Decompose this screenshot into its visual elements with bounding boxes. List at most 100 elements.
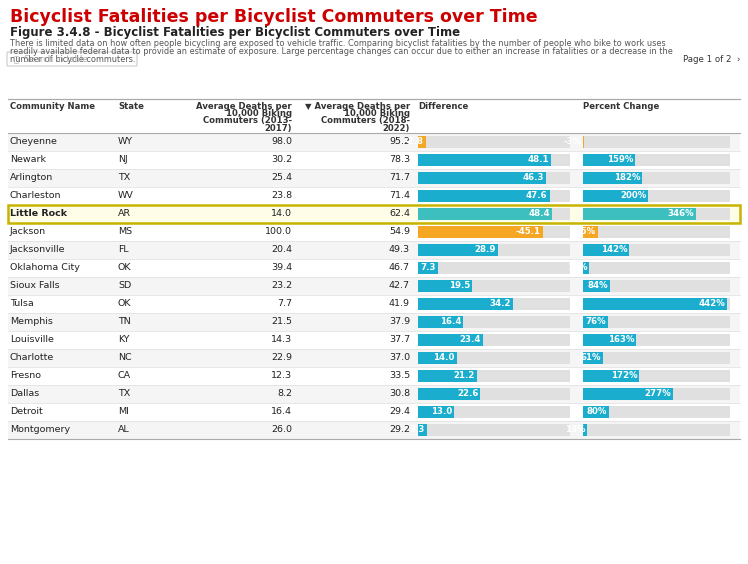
Text: FL: FL — [118, 245, 129, 254]
Text: Jackson: Jackson — [10, 227, 46, 236]
Text: 48.1: 48.1 — [527, 156, 549, 165]
Text: 2022): 2022) — [383, 124, 410, 133]
Text: readily available federal data to provide an estimate of exposure. Large percent: readily available federal data to provid… — [10, 47, 672, 56]
Text: -45%: -45% — [571, 227, 595, 236]
Text: 84%: 84% — [588, 281, 608, 290]
Text: 46.3: 46.3 — [522, 174, 544, 183]
Text: Commuters (2018-: Commuters (2018- — [321, 116, 410, 125]
Text: 48.4: 48.4 — [528, 209, 550, 218]
Text: 7.3: 7.3 — [420, 263, 436, 272]
Text: 47.6: 47.6 — [526, 192, 548, 200]
Text: 49.3: 49.3 — [389, 245, 410, 254]
Text: 20.4: 20.4 — [271, 245, 292, 254]
Text: 2017): 2017) — [265, 124, 292, 133]
Bar — [583, 191, 730, 201]
Text: Community Name: Community Name — [10, 102, 95, 111]
Text: OK: OK — [118, 299, 132, 309]
Bar — [583, 316, 730, 328]
Text: 19%: 19% — [567, 263, 587, 272]
Bar — [418, 244, 570, 255]
Bar — [8, 295, 740, 313]
Text: Newark: Newark — [10, 156, 46, 165]
Text: MS: MS — [118, 227, 132, 236]
Bar — [8, 169, 740, 187]
Bar — [583, 425, 587, 435]
Text: 33.5: 33.5 — [389, 372, 410, 381]
Text: NC: NC — [118, 354, 132, 363]
Bar — [8, 385, 740, 403]
Bar — [583, 280, 730, 292]
Text: -3%: -3% — [564, 138, 582, 147]
Text: Cheyenne: Cheyenne — [10, 138, 58, 147]
Bar — [418, 136, 570, 148]
Text: 21.5: 21.5 — [271, 318, 292, 327]
Bar — [583, 262, 589, 274]
Text: Bicyclist Fatalities per Bicyclist Commuters over Time: Bicyclist Fatalities per Bicyclist Commu… — [10, 8, 538, 26]
Text: 13%: 13% — [565, 425, 585, 434]
Text: ▼ Average Deaths per: ▼ Average Deaths per — [305, 102, 410, 111]
Text: 14.0: 14.0 — [433, 354, 455, 363]
Text: Oklahoma City: Oklahoma City — [10, 263, 80, 272]
Text: 76%: 76% — [585, 318, 606, 327]
Text: 29.2: 29.2 — [389, 425, 410, 434]
Text: 22.9: 22.9 — [271, 354, 292, 363]
Text: TX: TX — [118, 390, 130, 399]
Bar — [583, 352, 603, 364]
Bar — [583, 371, 640, 382]
Text: 62.4: 62.4 — [389, 209, 410, 218]
Text: 13.0: 13.0 — [431, 408, 452, 416]
Bar — [418, 371, 476, 382]
Text: Charlotte: Charlotte — [10, 354, 55, 363]
Bar — [418, 334, 482, 346]
Text: Percent Change: Percent Change — [583, 102, 659, 111]
Bar — [583, 136, 584, 148]
Bar — [8, 331, 740, 349]
Text: Figure 3.4.8 - Bicyclist Fatalities per Bicyclist Commuters over Time: Figure 3.4.8 - Bicyclist Fatalities per … — [10, 26, 460, 39]
Text: 10,000 Biking: 10,000 Biking — [344, 109, 410, 118]
Bar — [583, 244, 730, 255]
Bar — [418, 191, 550, 201]
Text: 37.9: 37.9 — [389, 318, 410, 327]
Text: 442%: 442% — [699, 299, 726, 309]
Text: CA: CA — [118, 372, 131, 381]
Bar — [583, 371, 730, 382]
Text: 3.3: 3.3 — [410, 425, 425, 434]
Bar — [8, 205, 740, 223]
Bar — [418, 316, 570, 328]
Text: 28.9: 28.9 — [474, 245, 496, 254]
Bar — [418, 173, 570, 183]
Text: 14.3: 14.3 — [271, 336, 292, 345]
Text: Page 1 of 2  ›: Page 1 of 2 › — [683, 55, 740, 64]
FancyBboxPatch shape — [7, 52, 137, 66]
Bar — [418, 191, 570, 201]
Text: 25.4: 25.4 — [271, 174, 292, 183]
Text: NJ: NJ — [118, 156, 128, 165]
Bar — [583, 226, 730, 237]
Bar — [418, 136, 426, 148]
Bar — [418, 371, 570, 382]
Bar — [418, 389, 570, 399]
Bar — [418, 226, 542, 237]
Text: 159%: 159% — [607, 156, 633, 165]
Bar — [583, 389, 730, 399]
Bar — [418, 352, 570, 364]
Text: 🔍  Search in table: 🔍 Search in table — [14, 55, 88, 64]
Text: number of bicycle commuters.: number of bicycle commuters. — [10, 55, 135, 64]
Bar — [8, 187, 740, 205]
Text: 37.0: 37.0 — [389, 354, 410, 363]
Text: 142%: 142% — [601, 245, 628, 254]
Bar — [418, 425, 570, 435]
Text: 71.7: 71.7 — [389, 174, 410, 183]
Bar — [8, 99, 740, 133]
Bar — [583, 244, 629, 255]
Text: 39.4: 39.4 — [271, 263, 292, 272]
Text: 163%: 163% — [607, 336, 634, 345]
Text: 23.4: 23.4 — [459, 336, 481, 345]
Text: 172%: 172% — [610, 372, 637, 381]
Bar — [583, 407, 609, 417]
Text: Fresno: Fresno — [10, 372, 41, 381]
Text: 30.2: 30.2 — [271, 156, 292, 165]
Text: 54.9: 54.9 — [389, 227, 410, 236]
Text: 22.6: 22.6 — [457, 390, 479, 399]
Text: 80%: 80% — [586, 408, 607, 416]
